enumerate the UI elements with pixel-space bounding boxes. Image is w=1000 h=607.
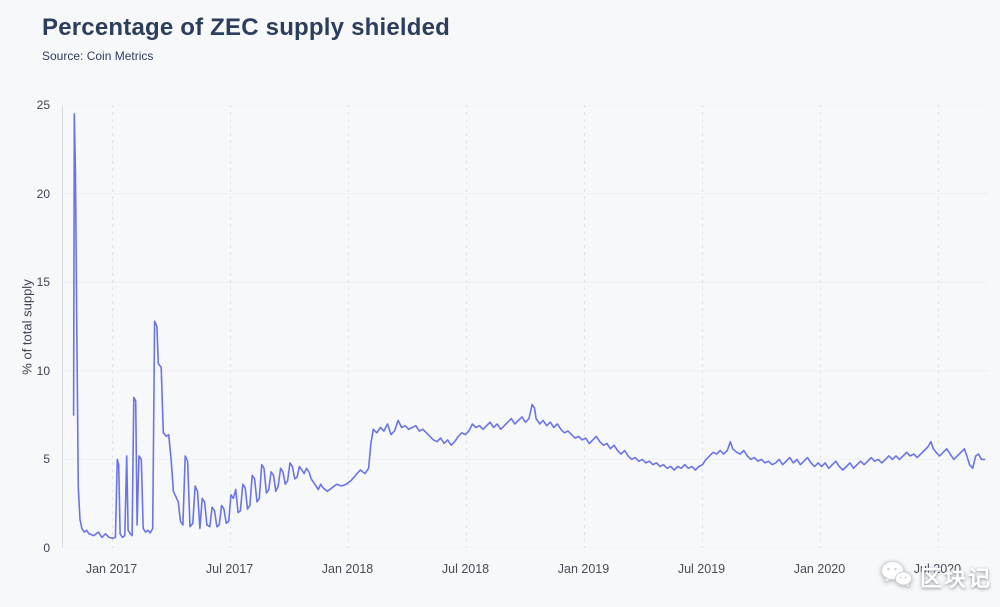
x-tick-label: Jul 2020 bbox=[913, 562, 962, 576]
x-tick-label: Jul 2018 bbox=[441, 562, 490, 576]
page-title: Percentage of ZEC supply shielded bbox=[42, 14, 451, 41]
y-tick-label: 20 bbox=[36, 186, 50, 201]
x-tick-label: Jan 2018 bbox=[321, 562, 374, 576]
x-tick-label: Jul 2017 bbox=[205, 562, 254, 576]
plot-area bbox=[62, 105, 988, 548]
line-chart bbox=[63, 105, 988, 548]
wechat-icon bbox=[879, 559, 913, 594]
x-tick-label: Jan 2017 bbox=[85, 562, 138, 576]
y-tick-label: 5 bbox=[43, 452, 50, 467]
y-tick-label: 0 bbox=[43, 541, 50, 555]
x-tick-label: Jul 2019 bbox=[677, 562, 726, 576]
x-axis-tick-labels: Jan 2017 Jul 2017 Jan 2018 Jul 2018 Jan 2019… bbox=[62, 562, 987, 582]
y-axis-tick-labels: 0 5 10 15 20 25 bbox=[0, 98, 56, 555]
source-label: Source: Coin Metrics bbox=[42, 49, 154, 63]
y-tick-label: 10 bbox=[36, 363, 50, 378]
y-tick-label: 25 bbox=[36, 98, 50, 112]
watermark-text: 区块记 bbox=[919, 565, 992, 591]
y-tick-label: 15 bbox=[36, 275, 50, 290]
x-tick-label: Jan 2020 bbox=[793, 562, 846, 576]
chart-header: Percentage of ZEC supply shielded Source… bbox=[42, 14, 450, 63]
watermark: 区块记 bbox=[879, 559, 992, 594]
x-tick-label: Jan 2019 bbox=[557, 562, 610, 576]
